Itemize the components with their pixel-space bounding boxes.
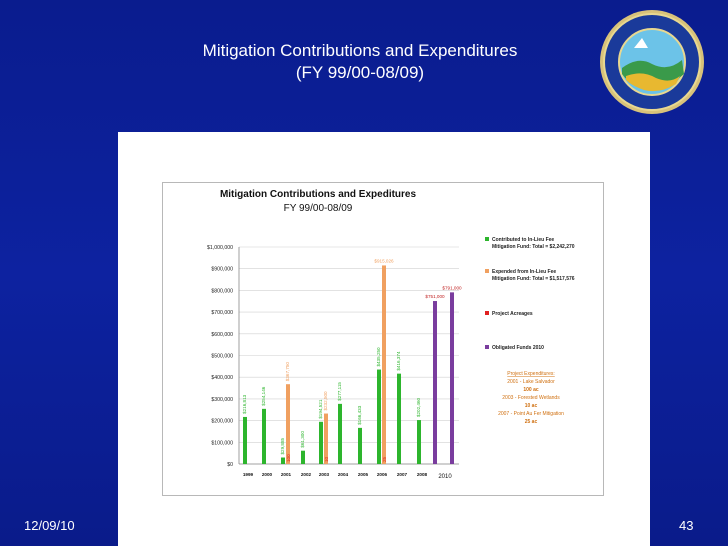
annotation-heading: Project Expenditures: — [507, 371, 555, 377]
y-tick-label: $0 — [227, 462, 233, 468]
data-label-contributed: $202,460 — [416, 397, 421, 417]
y-tick-label: $600,000 — [211, 332, 233, 338]
data-label-obligated: $791,000 — [442, 285, 462, 290]
legend-label: Mitigation Fund: Total = $2,242,270 — [492, 244, 575, 250]
annotation-line: 2007 - Point Au Fer Mitigation — [498, 411, 564, 417]
data-label-acreage: 10 — [324, 456, 329, 462]
x-tick-label: 2010 — [438, 474, 452, 480]
annotation-line: 10 ac — [525, 403, 538, 409]
x-tick-label: 2005 — [358, 472, 369, 477]
bar-expended — [286, 384, 290, 464]
data-label-acreage: 25 — [382, 456, 387, 462]
bar-expended — [382, 265, 386, 464]
bar-contributed — [338, 403, 342, 464]
x-tick-label: 2006 — [377, 472, 388, 477]
data-label-contributed: $216,813 — [242, 394, 247, 414]
legend-swatch — [485, 311, 489, 315]
data-label-contributed: $277,115 — [337, 382, 342, 401]
bar-expended — [324, 413, 328, 464]
annotation-line: 2003 - Forested Wetlands — [502, 395, 560, 401]
y-tick-label: $300,000 — [211, 397, 233, 403]
slide-title-line1: Mitigation Contributions and Expenditure… — [202, 41, 518, 60]
legend-swatch — [485, 237, 489, 241]
legend-label: Project Acreages — [492, 311, 533, 317]
x-tick-label: 2003 — [319, 472, 330, 477]
annotation-line: 100 ac — [523, 387, 539, 393]
x-tick-label: 1999 — [243, 472, 254, 477]
chart-frame: Mitigation Contributions and Expeditures… — [162, 182, 604, 496]
slide-date: 12/09/10 — [24, 518, 75, 533]
x-tick-label: 2008 — [417, 472, 428, 477]
bar-contributed — [397, 373, 401, 464]
annotation-line: 2001 - Lake Salvador — [507, 379, 555, 385]
data-label-expended: $367,750 — [285, 362, 290, 382]
slide-title-line2: (FY 99/00-08/09) — [295, 63, 425, 82]
y-tick-label: $200,000 — [211, 419, 233, 425]
y-tick-label: $900,000 — [211, 267, 233, 273]
y-tick-label: $700,000 — [211, 310, 233, 316]
legend-swatch — [485, 269, 489, 273]
annotation-line: 25 ac — [525, 419, 538, 425]
legend-label: Mitigation Fund: Total = $1,517,576 — [492, 276, 575, 282]
bar-contributed — [281, 457, 285, 464]
legend-swatch — [485, 345, 489, 349]
bar-contributed — [262, 408, 266, 464]
data-label-acreage: 100 — [286, 454, 291, 462]
y-tick-label: $100,000 — [211, 440, 233, 446]
y-tick-label: $800,000 — [211, 288, 233, 294]
bar-contributed — [358, 427, 362, 464]
bar-contributed — [243, 416, 247, 464]
bar-contributed — [417, 420, 421, 464]
data-label-obligated: $751,000 — [425, 294, 445, 299]
x-tick-label: 2007 — [397, 472, 408, 477]
chart-subtitle: FY 99/00-08/09 — [283, 203, 353, 214]
data-label-contributed: $61,300 — [300, 431, 305, 448]
x-tick-label: 2002 — [301, 472, 312, 477]
bar-contributed — [319, 421, 323, 464]
legend-label: Obligated Funds 2010 — [492, 345, 544, 351]
data-label-expended: $232,500 — [323, 391, 328, 411]
bar-obligated — [450, 292, 454, 464]
bar-contributed — [301, 450, 305, 464]
data-label-contributed: $435,250 — [376, 347, 381, 367]
data-label-contributed: $29,885 — [280, 437, 285, 454]
data-label-contributed: $166,433 — [357, 405, 362, 425]
data-label-expended: $915,026 — [374, 258, 394, 263]
x-tick-label: 2004 — [338, 472, 349, 477]
x-tick-label: 2001 — [281, 472, 292, 477]
dnr-seal-logo — [600, 10, 704, 114]
data-label-contributed: $194,521 — [318, 399, 323, 419]
data-label-contributed: $416,374 — [396, 351, 401, 371]
bar-obligated — [433, 301, 437, 464]
slide-page-number: 43 — [679, 518, 694, 533]
y-tick-label: $1,000,000 — [207, 245, 233, 251]
bar-contributed — [377, 369, 381, 464]
y-tick-label: $400,000 — [211, 375, 233, 381]
legend-label: Contributed to In-Lieu Fee — [492, 237, 554, 243]
bar-chart: $0 $100,000 $200,000 $300,000 $400,000 $500,0… — [207, 237, 575, 480]
legend-label: Expended from In-Lieu Fee — [492, 269, 556, 275]
x-tick-label: 2000 — [262, 472, 273, 477]
slide-title: Mitigation Contributions and Expenditure… — [150, 40, 570, 84]
y-tick-label: $500,000 — [211, 354, 233, 360]
chart-title: Mitigation Contributions and Expeditures — [219, 189, 417, 200]
data-label-contributed: $254,146 — [261, 386, 266, 406]
